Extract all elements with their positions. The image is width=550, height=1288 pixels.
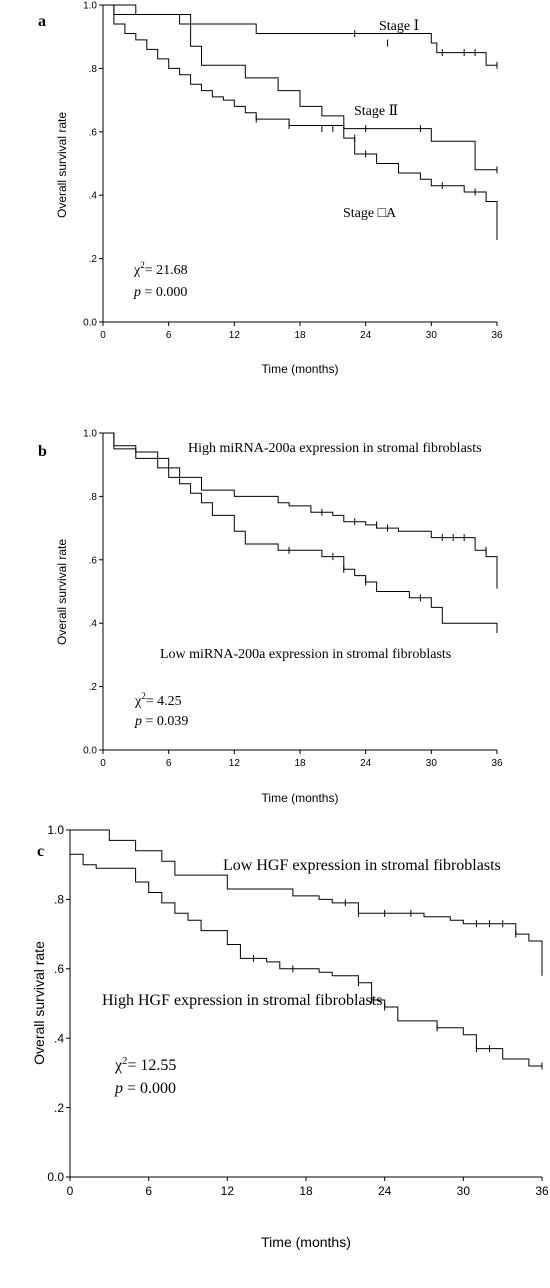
series-label: Low miRNA-200a expression in stromal fib… xyxy=(160,647,451,662)
y-tick-label: 1.0 xyxy=(83,429,97,440)
x-tick-label: 30 xyxy=(457,1184,471,1198)
x-tick-label: 12 xyxy=(229,330,241,341)
chi-square-stat: χ2= 12.55 xyxy=(114,1056,176,1074)
y-tick-label: .6 xyxy=(89,127,98,138)
y-axis-label: Overall survival rate xyxy=(31,941,47,1065)
y-tick-label: .4 xyxy=(54,1031,64,1045)
x-tick-label: 36 xyxy=(535,1184,549,1198)
x-tick-label: 18 xyxy=(294,330,306,341)
x-tick-label: 24 xyxy=(360,758,372,769)
survival-curve xyxy=(103,432,498,586)
y-tick-label: 0.0 xyxy=(47,1170,64,1184)
series-label: High miRNA-200a expression in stromal fi… xyxy=(188,441,482,456)
y-tick-label: .8 xyxy=(54,893,64,907)
survival-curve xyxy=(70,829,543,973)
p-value-stat: p = 0.000 xyxy=(114,1080,176,1097)
survival-curve xyxy=(103,4,498,237)
x-tick-label: 36 xyxy=(491,758,503,769)
y-tick-label: .6 xyxy=(89,555,98,566)
x-tick-label: 30 xyxy=(426,330,438,341)
survival-curve xyxy=(103,4,497,171)
y-tick-label: 1.0 xyxy=(47,823,64,837)
y-tick-label: .8 xyxy=(89,492,98,503)
y-tick-label: .6 xyxy=(54,962,64,976)
panel-c: 0 6 12 18 24 30 36 0.0 .2 .4 .6 .8 1.0 Time (months) O… xyxy=(31,823,549,1250)
x-axis-label: Time (months) xyxy=(262,362,339,376)
x-tick-label: 24 xyxy=(378,1184,392,1198)
series-label: Stage Ⅰ xyxy=(379,19,419,34)
p-value-stat: p = 0.000 xyxy=(133,285,187,300)
chi-square-stat: χ2= 21.68 xyxy=(133,260,188,278)
panel-label: c xyxy=(37,843,44,860)
y-axis-label: Overall survival rate xyxy=(55,539,69,645)
panel-b: 0 6 12 18 24 30 36 0.0 .2 .4 .6 .8 1.0 Time (months) O… xyxy=(38,429,503,806)
x-tick-label: 18 xyxy=(294,758,306,769)
y-tick-label: .4 xyxy=(89,191,98,202)
x-tick-label: 36 xyxy=(491,330,503,341)
x-tick-label: 0 xyxy=(67,1184,74,1198)
series-label: Stage Ⅱ xyxy=(354,104,398,119)
survival-curve xyxy=(103,432,498,630)
chi-square-stat: χ2= 4.25 xyxy=(134,691,182,709)
x-axis-label: Time (months) xyxy=(262,791,339,805)
x-axis-label: Time (months) xyxy=(261,1234,351,1250)
x-tick-label: 24 xyxy=(360,330,372,341)
series-label: Low HGF expression in stromal fibroblast… xyxy=(223,857,501,874)
y-tick-label: .8 xyxy=(89,64,98,75)
x-tick-label: 0 xyxy=(100,330,106,341)
panel-a: 0 6 12 18 24 30 36 0.0 .2 .4 .6 .8 1.0 Time (months) O… xyxy=(38,1,503,377)
y-tick-label: .2 xyxy=(89,682,98,693)
x-tick-label: 18 xyxy=(299,1184,313,1198)
x-tick-label: 6 xyxy=(166,758,172,769)
survival-curve xyxy=(70,853,542,1067)
series-label: High HGF expression in stromal fibroblas… xyxy=(102,992,382,1009)
y-axis-label: Overall survival rate xyxy=(55,112,69,218)
series-label: Stage □A xyxy=(343,206,397,221)
x-tick-label: 6 xyxy=(145,1184,152,1198)
x-tick-label: 0 xyxy=(100,758,106,769)
y-tick-label: .4 xyxy=(89,619,98,630)
panel-label: b xyxy=(38,443,47,460)
x-tick-label: 30 xyxy=(426,758,438,769)
panel-label: a xyxy=(38,13,46,30)
x-tick-label: 12 xyxy=(229,758,241,769)
y-tick-label: .2 xyxy=(89,254,98,265)
y-tick-label: .2 xyxy=(54,1101,64,1115)
y-tick-label: 0.0 xyxy=(83,318,97,329)
x-tick-label: 6 xyxy=(166,330,172,341)
p-value-stat: p = 0.039 xyxy=(134,714,188,729)
y-tick-label: 0.0 xyxy=(83,746,97,757)
y-tick-label: 1.0 xyxy=(83,1,97,12)
x-tick-label: 12 xyxy=(221,1184,235,1198)
